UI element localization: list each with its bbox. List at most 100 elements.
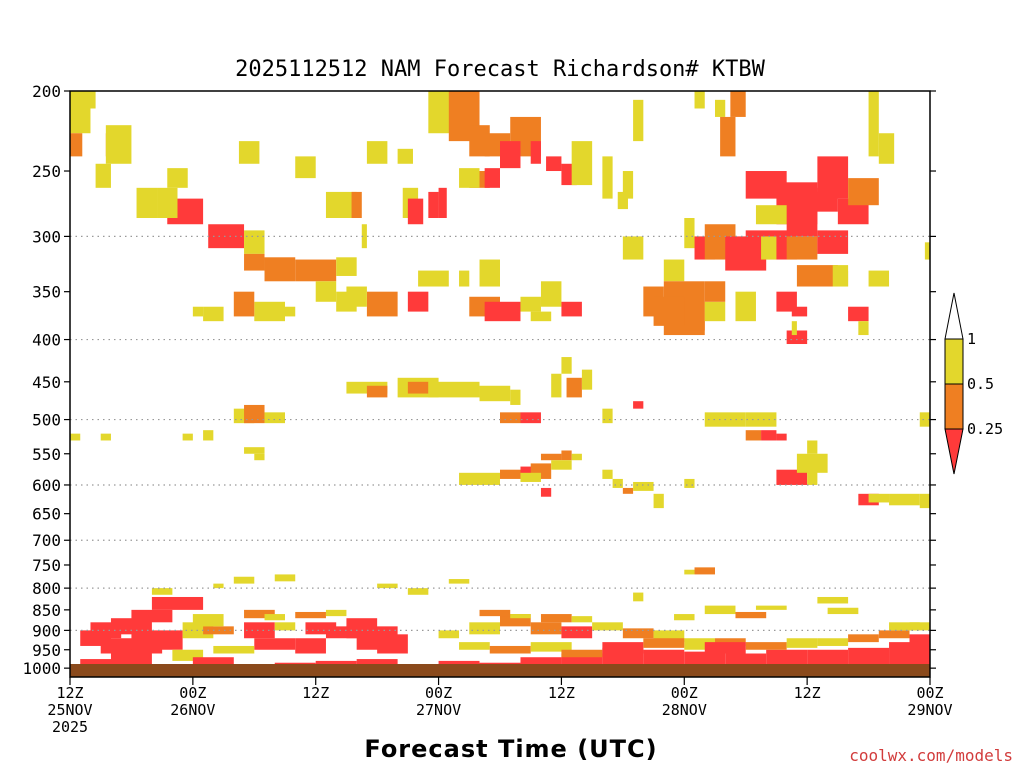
heatmap-cell (438, 187, 447, 219)
heatmap-cell (653, 630, 685, 643)
heatmap-cell (796, 265, 838, 287)
heatmap-cell (755, 205, 787, 225)
heatmap-cell (817, 596, 849, 604)
heatmap-cell (674, 614, 695, 621)
heatmap-cell (622, 171, 634, 199)
heatmap-cell (561, 357, 572, 374)
heatmap-cell (233, 576, 255, 584)
heatmap-cell (858, 321, 869, 336)
heatmap-cell (264, 257, 296, 282)
heatmap-cell (561, 301, 582, 317)
heatmap-cell (244, 253, 265, 271)
heatmap-cell (704, 301, 726, 322)
y-tick-label: 300 (32, 227, 61, 246)
heatmap-cell (776, 291, 797, 312)
credit-link[interactable]: coolwx.com/models (849, 746, 1013, 765)
x-axis-label: Forecast Time (UTC) (364, 735, 657, 763)
heatmap-cell (244, 404, 265, 424)
heatmap-cell (868, 91, 879, 157)
heatmap-cell (745, 412, 777, 427)
heatmap-cell (540, 281, 562, 307)
heatmap-cell (909, 634, 930, 646)
heatmap-cells (70, 91, 930, 672)
y-tick-label: 500 (32, 411, 61, 430)
x-tick-label: 00Z (916, 684, 943, 702)
heatmap-cell (203, 306, 224, 322)
legend-label: 0.5 (967, 375, 994, 393)
heatmap-cell (704, 605, 736, 615)
chart-title: 2025112512 NAM Forecast Richardson# KTBW (235, 57, 766, 82)
heatmap-cell (407, 198, 424, 225)
heatmap-cell (244, 622, 275, 639)
heatmap-cell (715, 99, 726, 117)
heatmap-cell (817, 230, 849, 254)
heatmap-cell (484, 168, 500, 188)
heatmap-cell (157, 187, 178, 219)
y-tick-label: 850 (32, 601, 61, 620)
heatmap-cell (192, 614, 224, 627)
y-tick-label: 800 (32, 579, 61, 598)
heatmap-cell (336, 257, 357, 276)
heatmap-cell (868, 493, 890, 503)
heatmap-cell (622, 236, 644, 260)
heatmap-cell (377, 634, 408, 654)
legend-label: 1 (967, 330, 976, 348)
heatmap-cell (622, 628, 654, 639)
heatmap-cell (602, 469, 613, 479)
heatmap-cell (807, 466, 818, 485)
heatmap-cell (643, 638, 685, 648)
heatmap-cell (755, 605, 787, 610)
heatmap-cell (208, 224, 245, 249)
heatmap-cell (540, 487, 552, 497)
heatmap-cell (889, 493, 920, 506)
heatmap-cell (85, 91, 96, 109)
heatmap-cell (745, 642, 787, 650)
heatmap-cell (407, 588, 429, 595)
heatmap-cell (633, 592, 644, 602)
heatmap-cell (540, 614, 572, 623)
x-tick-label: 12Z (548, 684, 575, 702)
y-tick-label: 250 (32, 162, 61, 181)
heatmap-cell (438, 630, 460, 639)
heatmap-cell (540, 453, 562, 461)
heatmap-cell (397, 148, 413, 164)
heatmap-cell (602, 408, 613, 424)
heatmap-cell (684, 638, 715, 650)
heatmap-cell (919, 412, 930, 427)
heatmap-cell (602, 156, 613, 199)
heatmap-cell (459, 168, 480, 188)
heatmap-cell (244, 230, 265, 254)
heatmap-cell (791, 306, 808, 317)
heatmap-cell (500, 412, 521, 424)
heatmap-cell (561, 626, 593, 639)
y-tick-label: 1000 (22, 659, 61, 678)
heatmap-cell (459, 270, 470, 287)
heatmap-cell (684, 301, 705, 331)
heatmap-cell (878, 630, 910, 639)
x-tick-label: 28NOV (662, 701, 707, 719)
heatmap-cell (233, 291, 255, 317)
heatmap-cell (735, 611, 767, 619)
heatmap-cell (786, 638, 818, 648)
heatmap-cell (295, 156, 316, 179)
heatmap-cell (295, 638, 326, 654)
heatmap-cell (520, 296, 541, 312)
y-tick-label: 900 (32, 621, 61, 640)
heatmap-cell (151, 588, 173, 595)
heatmap-cell (70, 133, 83, 157)
heatmap-cell (848, 634, 879, 643)
heatmap-cell (105, 125, 132, 164)
heatmap-cell (131, 630, 183, 650)
heatmap-cell (878, 133, 895, 164)
heatmap-cell (520, 472, 541, 482)
heatmap-cell (244, 609, 275, 619)
y-tick-label: 950 (32, 641, 61, 660)
x-tick-label: 27NOV (416, 701, 461, 719)
heatmap-cell (361, 224, 367, 249)
heatmap-cell (566, 377, 582, 398)
heatmap-cell (571, 616, 593, 623)
heatmap-cell (192, 657, 234, 665)
heatmap-cell (500, 141, 521, 169)
heatmap-cell (581, 369, 593, 390)
color-legend: 1 0.5 0.25 (944, 292, 1003, 475)
